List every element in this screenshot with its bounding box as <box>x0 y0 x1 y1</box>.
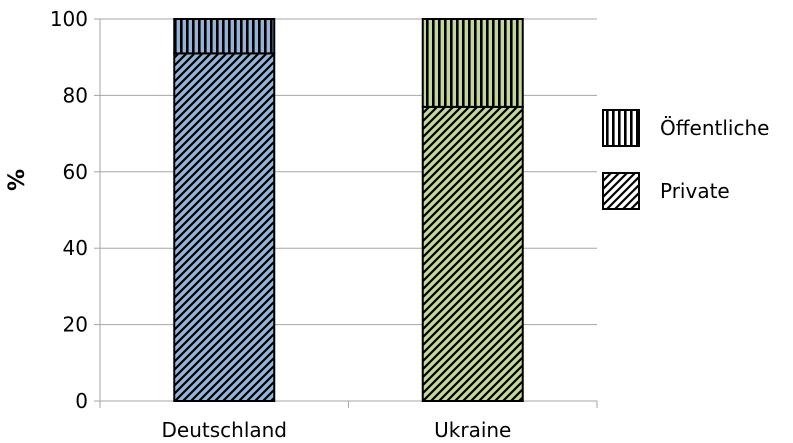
bar-deutschland-vertical-lines <box>173 18 276 55</box>
bar-ukraine-diagonal-hatch <box>421 105 524 403</box>
legend-swatch <box>602 109 640 147</box>
y-tick-label: 40 <box>63 236 88 260</box>
legend: Öffentliche Private <box>602 109 769 210</box>
x-tick-label-ukraine: Ukraine <box>434 418 511 442</box>
y-tick-label: 80 <box>63 83 88 107</box>
y-tick-label: 100 <box>50 7 88 31</box>
y-tick-label: 20 <box>63 313 88 337</box>
legend-swatch <box>602 172 640 210</box>
legend-label: Öffentliche <box>660 116 769 140</box>
legend-label: Private <box>660 179 730 203</box>
y-axis-label: % <box>5 169 30 191</box>
bar-deutschland-diagonal-hatch <box>173 52 276 402</box>
y-tick-label: 60 <box>63 160 88 184</box>
y-tick-label: 0 <box>75 389 88 413</box>
bar-ukraine-vertical-lines <box>421 18 524 108</box>
x-tick-label-deutschland: Deutschland <box>162 418 288 442</box>
bars <box>173 18 524 403</box>
